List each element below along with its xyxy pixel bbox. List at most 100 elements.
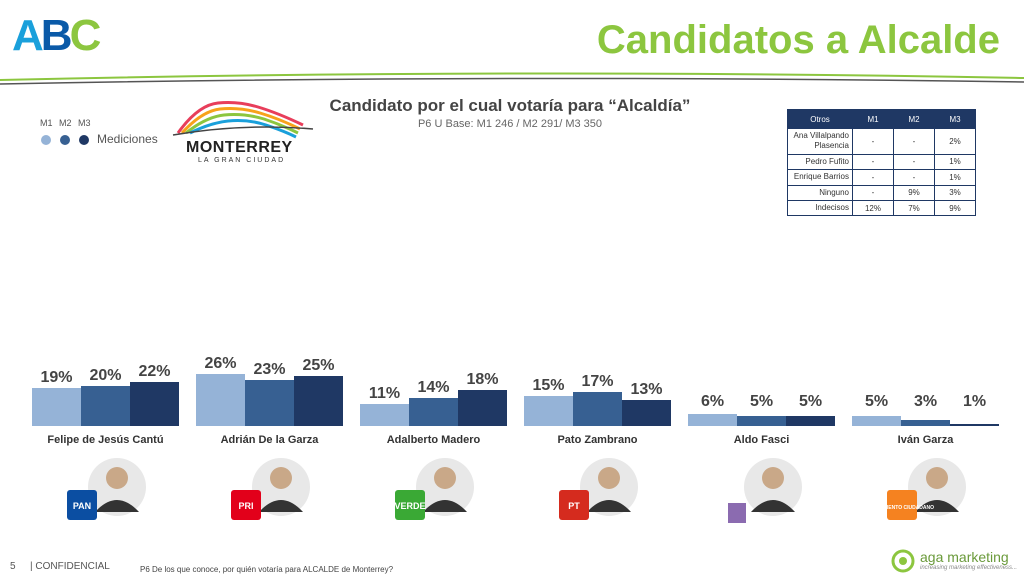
party-logo-label: VERDE <box>394 501 425 511</box>
data-label: 22% <box>138 363 170 380</box>
bar-m2 <box>81 386 130 426</box>
bar-m3 <box>622 400 671 426</box>
data-label: 1% <box>963 393 986 410</box>
table-row: Pedro Fufito - - 1% <box>787 153 976 171</box>
data-label: 5% <box>750 393 773 410</box>
category-label: Adrián De la Garza <box>221 434 320 446</box>
others-header-m2: M2 <box>893 109 935 129</box>
candidate-face-icon <box>762 467 784 489</box>
candidate-body-icon <box>95 500 139 512</box>
abc-logo: ABC <box>12 11 102 60</box>
candidate-body-icon <box>751 500 795 512</box>
data-label: 13% <box>630 381 662 398</box>
bar-m1 <box>196 374 245 426</box>
bar-m2 <box>245 380 294 426</box>
legend-caption: Mediciones <box>97 132 158 146</box>
table-cell: 1% <box>934 169 976 186</box>
aga-marketing-logo: aga marketing increasing marketing effec… <box>890 548 1017 579</box>
table-cell-name: Pedro Fufito <box>787 153 853 171</box>
bar-m3 <box>786 416 835 426</box>
bar-m2 <box>409 398 458 426</box>
legend-label-m2: M2 <box>59 118 72 128</box>
abc-logo-letter-a: A <box>12 11 44 60</box>
candidate-body-icon <box>259 500 303 512</box>
data-label: 17% <box>581 373 613 390</box>
confidential-label: | CONFIDENCIAL <box>30 561 110 572</box>
table-cell: 9% <box>934 199 976 217</box>
table-row: Indecisos 12% 7% 9% <box>787 199 976 217</box>
table-cell: 12% <box>852 199 894 217</box>
bar-m2 <box>573 392 622 426</box>
table-cell: - <box>852 153 894 171</box>
header-swoosh-lines <box>0 72 1024 85</box>
table-cell-name: Ninguno <box>787 184 853 201</box>
table-row: Ana Villalpando Plasencia - - 2% <box>787 128 976 155</box>
aga-brand-tagline: increasing marketing effectiveness... <box>920 565 1018 571</box>
party-logo-label: MOVIMIENTO CIUDADANO <box>870 505 934 511</box>
data-label: 11% <box>369 385 400 402</box>
bar-m1 <box>688 414 737 426</box>
table-cell: 1% <box>934 153 976 171</box>
candidate-body-icon <box>915 500 959 512</box>
candidate-face-icon <box>270 467 292 489</box>
category-label: Aldo Fasci <box>734 434 790 446</box>
party-logo-pan <box>67 490 97 520</box>
table-cell-name: Ana Villalpando Plasencia <box>787 128 853 155</box>
data-label: 20% <box>89 367 121 384</box>
category-label: Pato Zambrano <box>557 434 637 446</box>
data-label: 18% <box>466 371 498 388</box>
table-cell: - <box>852 128 894 155</box>
bar-m1 <box>852 416 901 426</box>
others-header-otros: Otros <box>787 109 853 129</box>
candidate-face-icon <box>598 467 620 489</box>
data-label: 6% <box>701 393 724 410</box>
footnote: P6 De los que conoce, por quién votaría … <box>140 565 394 574</box>
table-row: Ninguno - 9% 3% <box>787 184 976 201</box>
legend-dot-m1 <box>41 135 51 145</box>
bar-m3 <box>950 424 999 426</box>
table-cell: - <box>893 169 935 186</box>
others-table: Otros M1 M2 M3 Ana Villalpando Plasencia… <box>787 109 976 217</box>
monterrey-mountain-icon <box>172 101 314 139</box>
data-label: 15% <box>532 377 564 394</box>
data-label: 26% <box>204 355 236 372</box>
aga-brand-name: aga marketing <box>920 549 1009 565</box>
data-label: 23% <box>253 361 285 378</box>
table-cell: - <box>852 184 894 201</box>
bar-m1 <box>360 404 409 426</box>
bar-chart: 19% 20% 22% Felipe de Jesús Cantú PAN 26% 23% 2… <box>32 355 999 523</box>
party-logo-verde <box>395 490 425 520</box>
table-cell-name: Enrique Barrios <box>787 169 853 186</box>
party-logo-label: PAN <box>73 501 91 511</box>
bar-m1 <box>32 388 81 426</box>
others-header-m3: M3 <box>934 109 976 129</box>
party-logo-mc <box>887 490 917 520</box>
bar-m1 <box>524 396 573 426</box>
abc-logo-letter-c: C <box>69 11 102 60</box>
bar-m2 <box>737 416 786 426</box>
table-cell: 7% <box>893 199 935 217</box>
category-label: Iván Garza <box>898 434 955 446</box>
legend-label-m3: M3 <box>78 118 91 128</box>
data-label: 25% <box>302 357 334 374</box>
chart-title: Candidato por el cual votaría para “Alca… <box>329 96 691 115</box>
category-label: Felipe de Jesús Cantú <box>47 434 163 446</box>
table-cell-name: Indecisos <box>787 199 853 217</box>
abc-logo-letter-b: B <box>40 11 73 60</box>
data-label: 19% <box>40 369 72 386</box>
candidate-body-icon <box>423 500 467 512</box>
table-row: Enrique Barrios - - 1% <box>787 169 976 186</box>
candidate-body-icon <box>587 500 631 512</box>
bar-m2 <box>901 420 950 426</box>
legend-dot-m3 <box>79 135 89 145</box>
party-logo-label: PRI <box>238 501 253 511</box>
bar-m3 <box>294 376 343 426</box>
candidate-face-icon <box>106 467 128 489</box>
party-logo-pri <box>231 490 261 520</box>
monterrey-logo-tagline: LA GRAN CIUDAD <box>198 157 286 164</box>
category-label: Adalberto Madero <box>387 434 481 446</box>
bar-m3 <box>458 390 507 426</box>
table-cell: 9% <box>893 184 935 201</box>
data-label: 5% <box>799 393 822 410</box>
others-table-header-row: Otros M1 M2 M3 <box>787 109 976 129</box>
